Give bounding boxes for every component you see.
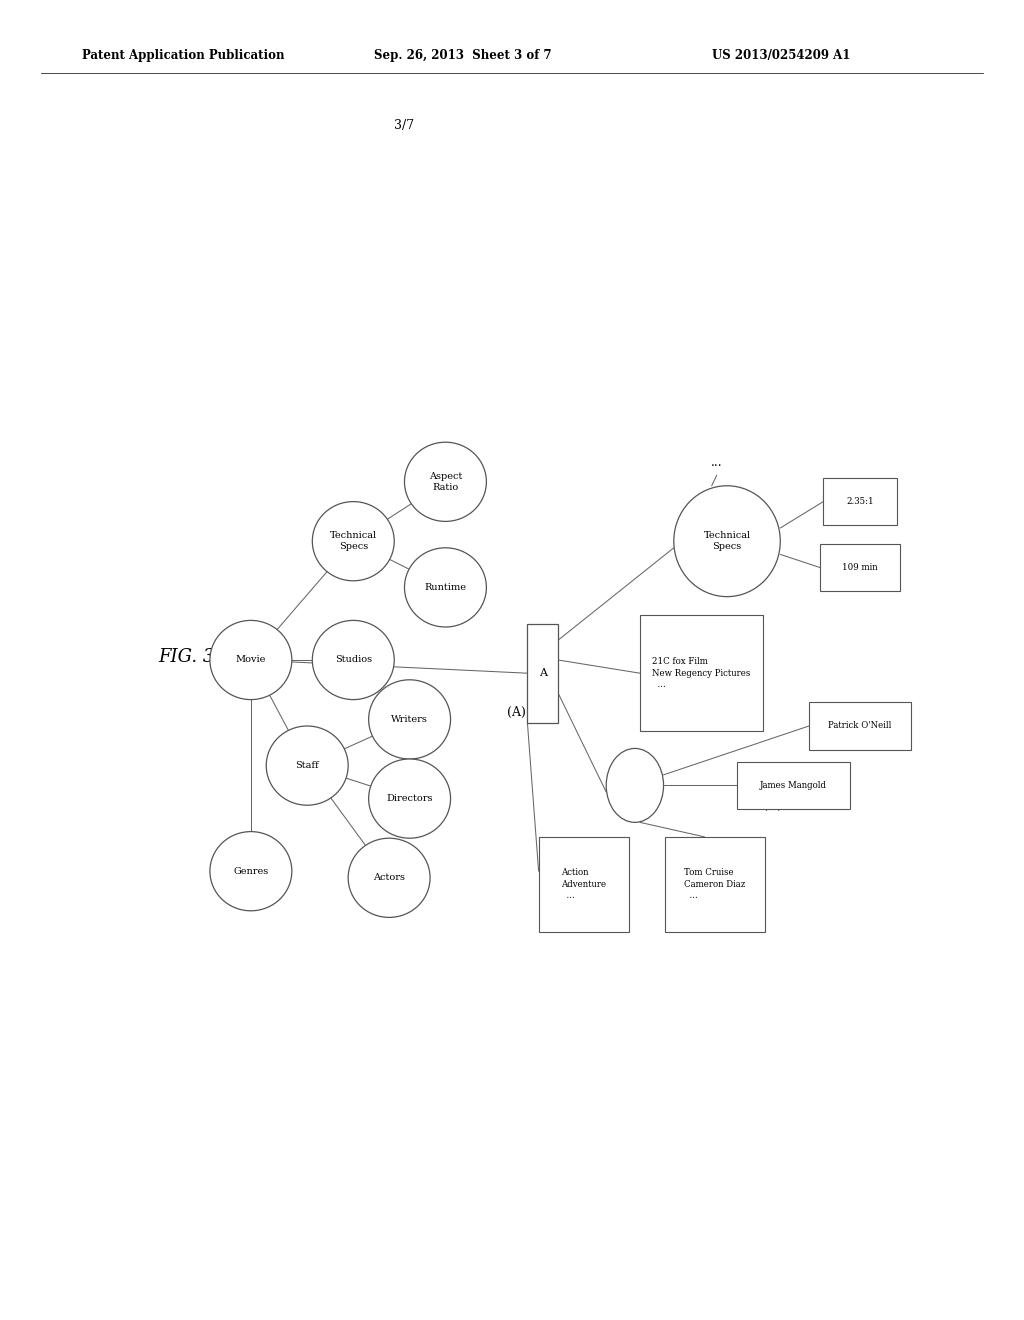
Ellipse shape (674, 486, 780, 597)
Text: (A): (A) (507, 706, 525, 719)
Text: Sep. 26, 2013  Sheet 3 of 7: Sep. 26, 2013 Sheet 3 of 7 (374, 49, 551, 62)
Text: US 2013/0254209 A1: US 2013/0254209 A1 (712, 49, 850, 62)
Ellipse shape (404, 442, 486, 521)
Text: Movie: Movie (236, 656, 266, 664)
Ellipse shape (369, 680, 451, 759)
Text: James Mangold: James Mangold (760, 781, 827, 789)
FancyBboxPatch shape (820, 544, 900, 591)
Circle shape (606, 748, 664, 822)
Text: Writers: Writers (391, 715, 428, 723)
Ellipse shape (312, 620, 394, 700)
Text: ...: ... (711, 455, 723, 469)
Text: Aspect
Ratio: Aspect Ratio (429, 471, 462, 492)
Text: Actors: Actors (373, 874, 406, 882)
Text: Genres: Genres (233, 867, 268, 875)
Text: Technical
Specs: Technical Specs (330, 531, 377, 552)
Text: 21C fox Film
New Regency Pictures
  ...: 21C fox Film New Regency Pictures ... (652, 657, 751, 689)
Ellipse shape (266, 726, 348, 805)
FancyBboxPatch shape (539, 837, 629, 932)
Text: 3/7: 3/7 (394, 119, 415, 132)
Text: Technical
Specs: Technical Specs (703, 531, 751, 552)
FancyBboxPatch shape (737, 762, 850, 809)
FancyBboxPatch shape (640, 615, 763, 731)
Text: Patrick O'Neill: Patrick O'Neill (828, 722, 892, 730)
Ellipse shape (312, 502, 394, 581)
Text: Staff: Staff (295, 762, 319, 770)
Text: Patent Application Publication: Patent Application Publication (82, 49, 285, 62)
FancyBboxPatch shape (665, 837, 765, 932)
Ellipse shape (210, 620, 292, 700)
Ellipse shape (404, 548, 486, 627)
Ellipse shape (210, 832, 292, 911)
Text: Runtime: Runtime (424, 583, 467, 591)
Text: Studios: Studios (335, 656, 372, 664)
FancyBboxPatch shape (823, 478, 897, 525)
FancyBboxPatch shape (809, 702, 911, 750)
Text: Action
Adventure
  ...: Action Adventure ... (561, 869, 606, 900)
Text: Tom Cruise
Cameron Diaz
  ...: Tom Cruise Cameron Diaz ... (684, 869, 745, 900)
Text: 2.35:1: 2.35:1 (847, 498, 873, 506)
FancyBboxPatch shape (527, 624, 558, 722)
Text: 109 min: 109 min (843, 564, 878, 572)
Ellipse shape (348, 838, 430, 917)
Text: Directors: Directors (386, 795, 433, 803)
Text: FIG. 3: FIG. 3 (159, 648, 215, 667)
Text: (B): (B) (763, 799, 782, 812)
Ellipse shape (369, 759, 451, 838)
Text: A: A (539, 668, 547, 678)
